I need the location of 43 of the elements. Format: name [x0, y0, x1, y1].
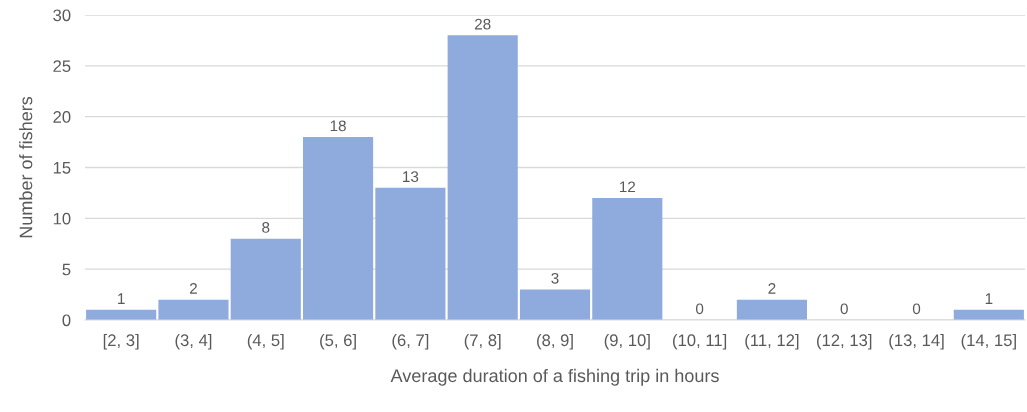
- bar: [303, 137, 374, 320]
- bar: [592, 198, 663, 320]
- x-tick-label: (4, 5]: [247, 333, 284, 350]
- data-label: 12: [619, 181, 636, 193]
- data-label: 18: [330, 120, 346, 132]
- x-tick-label: (7, 8]: [464, 333, 501, 350]
- y-tick-label: 5: [62, 263, 71, 276]
- bar: [447, 35, 518, 320]
- x-tick-label: (6, 7]: [392, 333, 429, 350]
- y-tick-label: 20: [53, 111, 71, 123]
- data-label: 3: [551, 272, 559, 284]
- bar: [158, 299, 229, 320]
- x-tick-label: (14, 15]: [961, 333, 1016, 350]
- data-label: 1: [985, 293, 993, 304]
- y-tick-label: 0: [62, 314, 71, 327]
- bar: [230, 238, 301, 320]
- data-label: 1: [118, 293, 125, 304]
- data-label: 28: [474, 18, 491, 30]
- x-tick-label: (9, 10]: [604, 333, 650, 350]
- data-label: 8: [262, 222, 270, 233]
- x-tick-label: (13, 14]: [889, 333, 944, 350]
- bar: [736, 299, 807, 320]
- x-tick-label: (10, 11]: [673, 333, 727, 350]
- x-tick-label: (11, 12]: [745, 333, 799, 350]
- x-tick-label: (5, 6]: [320, 333, 356, 350]
- y-tick-label: 10: [53, 212, 71, 225]
- y-tick-label: 15: [53, 162, 71, 174]
- x-tick-label: [2, 3]: [103, 333, 139, 350]
- y-axis-title: Number of fishers: [19, 96, 33, 238]
- bar: [519, 289, 591, 320]
- y-tick-label: 25: [53, 60, 71, 73]
- data-label: 13: [403, 171, 419, 183]
- x-tick-label: (8, 9]: [537, 333, 573, 350]
- x-tick-label: (3, 4]: [175, 333, 212, 350]
- data-label: 0: [912, 303, 921, 315]
- y-tick-label: 30: [53, 9, 71, 22]
- data-label: 2: [768, 283, 776, 294]
- x-axis-title: Average duration of a fishing trip in hours: [390, 368, 719, 386]
- bar: [375, 187, 446, 320]
- data-label: 0: [695, 303, 704, 315]
- data-label: 0: [840, 303, 848, 315]
- data-label: 2: [189, 283, 197, 294]
- x-tick-label: (12, 13]: [817, 333, 872, 350]
